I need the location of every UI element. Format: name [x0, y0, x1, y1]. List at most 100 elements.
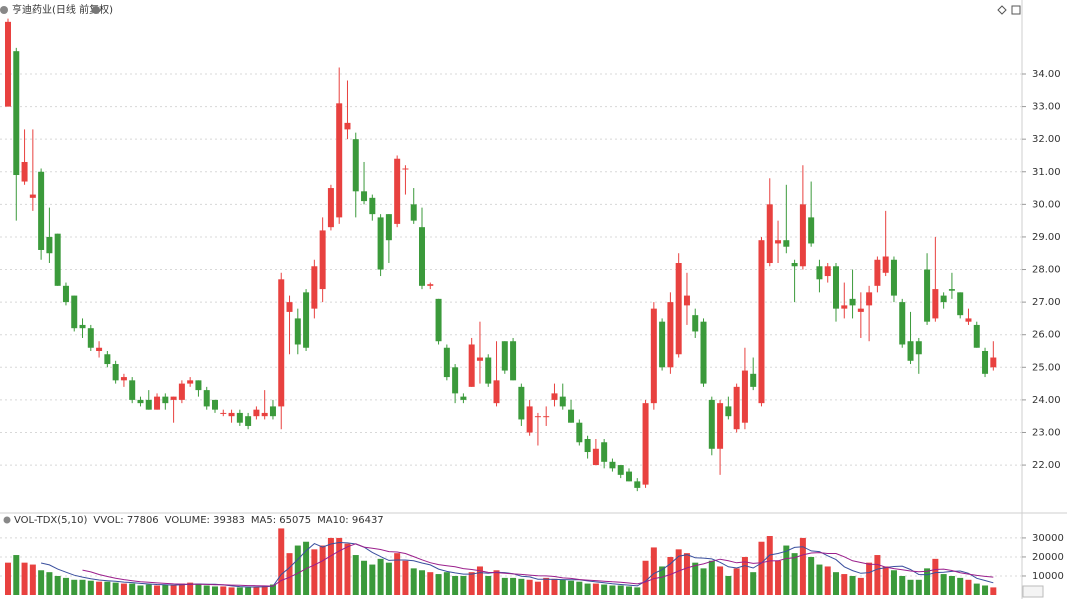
volume-bar [212, 586, 218, 595]
menu-icon[interactable] [0, 6, 8, 14]
candle-body [559, 396, 566, 407]
volume-bar [269, 584, 276, 595]
volume-bar [294, 545, 301, 595]
candle-body [890, 259, 897, 296]
y-tick-label: 27.00 [1032, 297, 1061, 308]
y-tick-label: 25.00 [1032, 362, 1061, 373]
diamond-icon[interactable] [997, 5, 1007, 15]
volume-bar [775, 560, 782, 595]
candle-body [137, 399, 144, 404]
candle-body [667, 302, 674, 368]
candle-body [833, 266, 839, 309]
volume-bar [700, 568, 707, 595]
candle-body [369, 197, 376, 215]
volume-bar [385, 562, 392, 595]
volume-bar [162, 584, 169, 595]
volume-bar [683, 553, 690, 595]
volume-bar [940, 574, 947, 595]
candle-body [808, 217, 815, 244]
volume-bar [758, 541, 765, 595]
y-tick-label: 31.00 [1032, 167, 1061, 178]
candle-body [990, 357, 997, 368]
candle-body [617, 465, 624, 475]
candle-body [957, 292, 964, 316]
candle-body [203, 390, 210, 407]
candle-body [518, 386, 525, 420]
candle-body [940, 295, 947, 303]
indicator-readout: VOLUME: 39383 [165, 515, 245, 526]
menu-icon[interactable] [3, 516, 11, 524]
volume-bar [13, 555, 20, 595]
volume-bar [741, 556, 748, 595]
candle-body [361, 191, 368, 202]
volume-bar [220, 586, 227, 595]
dropdown-icon[interactable] [92, 6, 100, 14]
candle-body [253, 409, 260, 417]
volume-bar [750, 572, 757, 595]
y-tick-label: 22.00 [1032, 460, 1061, 471]
candle-body [948, 289, 955, 291]
candle-body [236, 412, 243, 423]
candle-body [21, 161, 28, 182]
candle-body [385, 214, 392, 241]
candle-body [675, 263, 682, 355]
panel-icon[interactable] [1011, 5, 1021, 15]
volume-bar [791, 553, 798, 595]
candle-body [410, 204, 417, 221]
candle-body [816, 266, 823, 280]
y-tick-label: 20000 [1032, 552, 1064, 563]
candle-body [170, 396, 177, 400]
volume-bar [195, 583, 202, 595]
candle-body [692, 315, 699, 332]
indicator-readout: MA10: 96437 [317, 515, 384, 526]
volume-bar [510, 577, 517, 595]
candle-body [71, 295, 78, 329]
candle-body [799, 204, 806, 267]
volume-bar [816, 564, 823, 595]
volume-bar [534, 581, 541, 595]
volume-bar [642, 560, 649, 595]
candle-body [634, 481, 641, 488]
candle-body [700, 321, 707, 384]
candle-body [725, 406, 732, 417]
indicator-readout: VVOL: 77806 [93, 515, 158, 526]
candle-body [741, 370, 748, 423]
candle-body [96, 347, 103, 352]
candle-body [924, 269, 931, 322]
volume-bar [584, 583, 591, 595]
candle-body [38, 171, 45, 250]
candle-body [932, 289, 939, 319]
volume-bar [543, 577, 550, 595]
indicator-title: VOL-TDX(5,10) [14, 515, 87, 526]
y-tick-label: 30000 [1032, 533, 1064, 544]
candle-body [783, 240, 790, 247]
candle-body [220, 412, 227, 414]
volume-bar [824, 566, 831, 595]
candle-body [758, 240, 765, 404]
candle-body [849, 298, 856, 306]
candle-body [543, 416, 550, 418]
candle-body [129, 380, 136, 400]
volume-bar [203, 585, 210, 595]
volume-bar [236, 587, 243, 595]
volume-bar [245, 587, 252, 595]
volume-bar [476, 566, 483, 595]
candle-body [427, 284, 434, 286]
volume-bar [46, 572, 53, 595]
candle-body [261, 412, 268, 417]
scale-badge[interactable] [1022, 585, 1044, 598]
volume-bar [38, 570, 45, 595]
volume-bar [526, 579, 533, 595]
volume-bar [352, 555, 359, 595]
volume-bar [54, 575, 61, 595]
candle-body [319, 230, 326, 290]
volume-bar [178, 583, 185, 595]
candle-body [874, 259, 881, 286]
candle-body [866, 292, 873, 306]
volume-bar [493, 570, 500, 595]
volume-bar [261, 585, 268, 595]
candle-body [493, 380, 500, 404]
volume-bar [808, 556, 815, 595]
candle-body [824, 266, 831, 277]
candle-body [510, 341, 517, 381]
